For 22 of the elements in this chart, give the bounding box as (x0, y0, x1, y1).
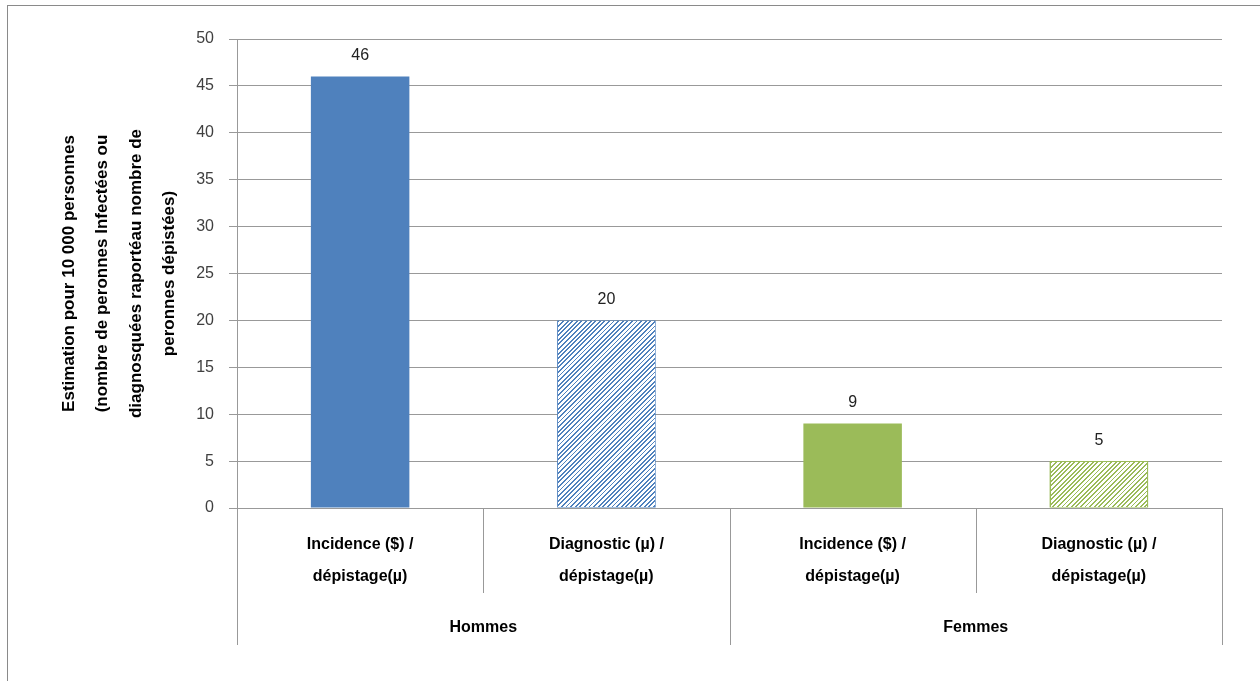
data-label: 20 (597, 289, 616, 307)
y-tick-label: 25 (196, 263, 215, 281)
y-tick-label: 40 (196, 123, 215, 141)
text: Hommes (449, 618, 518, 636)
x-tick-label: Diagnostic (µ) / dépistage(µ) (548, 535, 665, 585)
y-tick-label: 5 (205, 451, 215, 469)
y-tick-label: 50 (196, 29, 215, 47)
y-tick-label: 0 (205, 498, 215, 516)
y-tick-label: 35 (196, 170, 215, 188)
x-tick-label: Incidence ($) / dépistage(µ) (306, 535, 415, 585)
y-tick-label: 15 (196, 357, 215, 375)
y-tick-label: 45 (196, 76, 215, 94)
data-label: 46 (351, 45, 370, 63)
y-tick-label: 20 (196, 310, 215, 328)
y-tick-label: 10 (196, 404, 215, 422)
data-label: 9 (848, 392, 858, 410)
y-tick-label: 30 (196, 217, 215, 235)
y-axis-title: Estimation pour 10 000 personnes (nombre de peronnes Infectées ou diagnosquées raportéau nombre de peronnes dépistées) (59, 128, 178, 419)
x-tick-label: Incidence ($) / dépistage(µ) (799, 535, 907, 585)
x-tick-label: Diagnostic (µ) / dépistage(µ) (1041, 535, 1157, 585)
data-label: 5 (1094, 430, 1104, 448)
text: Femmes (943, 618, 1009, 636)
